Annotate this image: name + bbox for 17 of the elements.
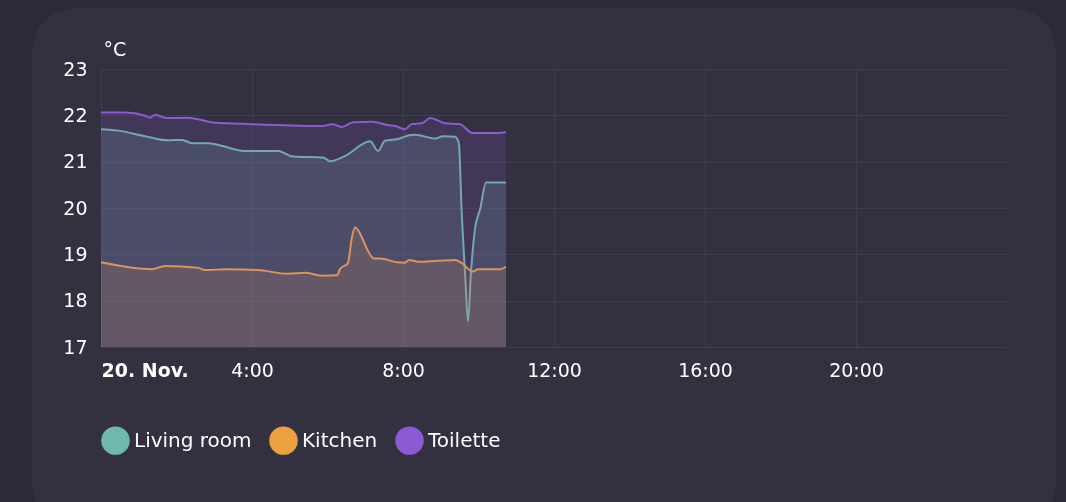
legend-label: Living room [134,427,252,452]
y-tick-label: 19 [63,242,88,265]
y-axis-title: °C [103,37,127,60]
y-tick-label: 20 [63,196,88,219]
x-tick-label: 16:00 [678,358,733,381]
legend-label: Toilette [427,427,501,452]
x-tick-label: 8:00 [382,358,425,381]
y-tick-label: 18 [63,289,88,312]
y-tick-label: 23 [63,57,88,80]
y-tick-label: 21 [63,150,88,173]
x-tick-label: 4:00 [231,358,274,381]
x-tick-label: 12:00 [527,358,582,381]
legend-label: Kitchen [302,427,378,452]
y-tick-label: 22 [63,103,88,126]
x-tick-label: 20. Nov. [101,358,189,381]
y-tick-label: 17 [63,335,88,358]
x-tick-label: 20:00 [829,358,884,381]
